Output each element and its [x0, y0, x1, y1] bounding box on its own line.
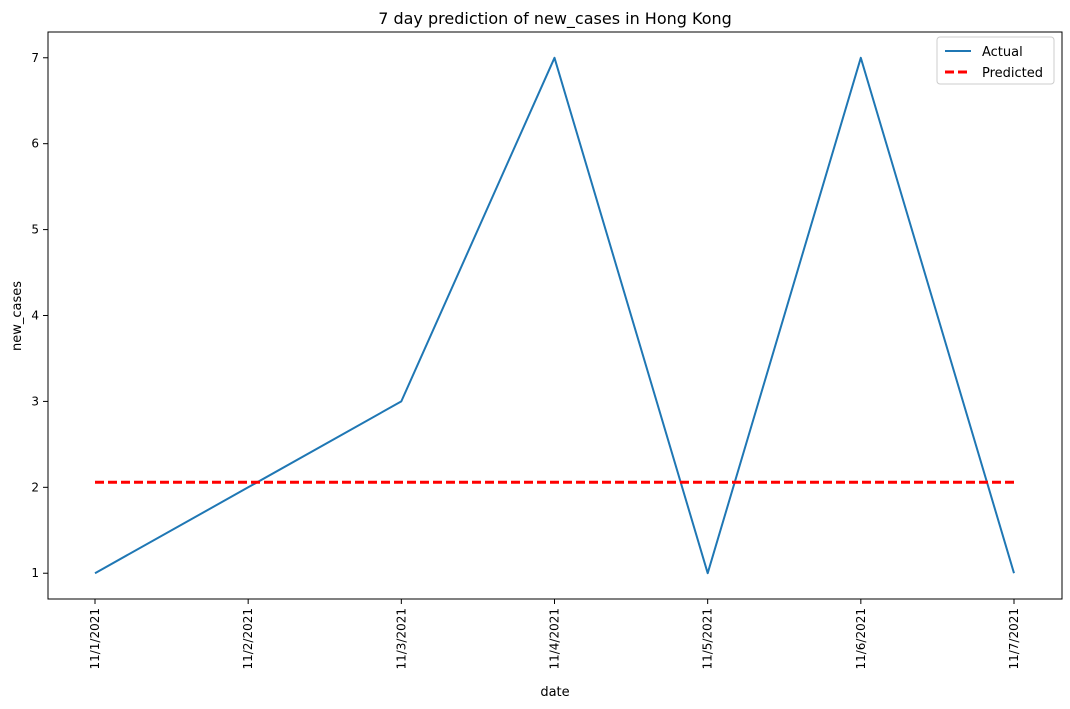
x-tick-label: 11/3/2021 — [394, 608, 408, 670]
y-tick-label: 4 — [31, 309, 39, 323]
legend-actual-label: Actual — [982, 45, 1023, 60]
y-tick-label: 7 — [31, 51, 39, 65]
x-axis: 11/1/2021 11/2/2021 11/3/2021 11/4/2021 11/5… — [88, 599, 1021, 670]
y-axis: 1 2 3 4 5 6 7 — [31, 51, 48, 580]
y-tick-label: 5 — [31, 223, 39, 237]
x-tick-label: 11/1/2021 — [88, 608, 102, 670]
x-tick-label: 11/6/2021 — [854, 608, 868, 670]
y-tick-label: 6 — [31, 137, 39, 151]
y-tick-label: 2 — [31, 480, 39, 494]
chart-title: 7 day prediction of new_cases in Hong Ko… — [378, 9, 732, 29]
series-line-actual — [94, 56, 1015, 575]
y-tick-label: 3 — [31, 394, 39, 408]
y-axis-label: new_cases — [10, 281, 25, 351]
series-layer — [94, 56, 1015, 575]
x-axis-label: date — [540, 685, 569, 700]
x-tick-label: 11/4/2021 — [548, 608, 562, 670]
x-tick-label: 11/2/2021 — [241, 608, 255, 670]
y-tick-label: 1 — [31, 566, 39, 580]
legend: Actual Predicted — [936, 36, 1055, 85]
x-tick-label: 11/7/2021 — [1007, 608, 1021, 670]
x-tick-label: 11/5/2021 — [701, 608, 715, 670]
legend-predicted-label: Predicted — [982, 66, 1043, 81]
